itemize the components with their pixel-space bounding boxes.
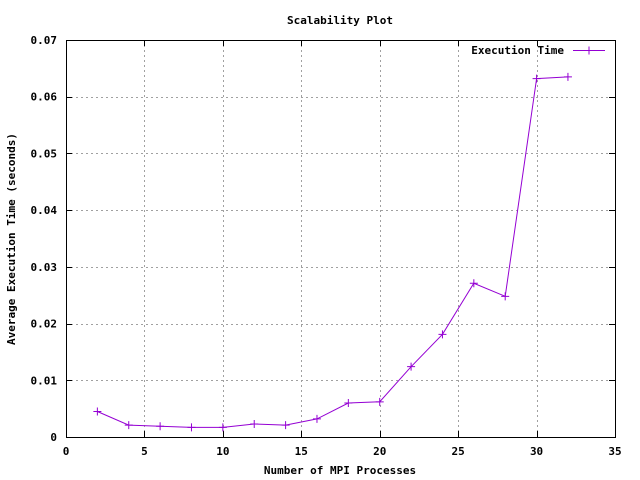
data-point-marker [93,407,102,416]
y-tick-label: 0 [50,431,57,444]
x-tick-label: 35 [608,445,621,458]
legend: Execution Time [471,44,605,57]
data-point-marker [250,419,259,428]
y-axis-label: Average Execution Time (seconds) [5,133,18,345]
x-tick-label: 20 [373,445,386,458]
x-tick-label: 25 [452,445,465,458]
plot-frame [66,40,616,438]
data-point-marker [156,422,165,431]
data-point-marker [281,421,290,430]
data-point-marker [312,414,321,423]
legend-label: Execution Time [471,44,564,57]
data-point-marker [469,279,478,288]
x-tick-label: 15 [295,445,308,458]
data-point-marker [501,292,510,301]
y-tick-label: 0.04 [31,204,58,217]
data-point-marker [187,423,196,432]
legend-marker [585,46,593,55]
x-tick-label: 30 [530,445,543,458]
data-point-marker [344,398,353,407]
y-tick-label: 0.05 [31,147,58,160]
series-layer [93,72,572,432]
data-point-marker [563,72,572,81]
x-axis-label: Number of MPI Processes [264,464,416,477]
x-tick-label: 10 [216,445,229,458]
y-tick-label: 0.01 [31,374,58,387]
y-tick-label: 0.06 [31,91,58,104]
y-tick-label: 0.02 [31,318,58,331]
data-point-marker [532,74,541,83]
data-point-marker [218,423,227,432]
x-tick-label: 5 [141,445,148,458]
data-point-marker [407,362,416,371]
y-tick-label: 0.07 [31,34,58,47]
data-point-marker [375,397,384,406]
y-tick-label: 0.03 [31,261,58,274]
data-point-marker [438,330,447,339]
chart-title: Scalability Plot [287,14,393,27]
data-point-marker [124,421,133,430]
series-line [97,76,568,428]
grid-lines [66,40,615,437]
axis-ticks [66,40,616,438]
x-tick-label: 0 [63,445,70,458]
x-tick-labels: 0 5 10 15 20 25 30 35 [63,445,622,458]
y-tick-labels: 0 0.01 0.02 0.03 0.04 0.05 0.06 0.07 [31,34,58,444]
